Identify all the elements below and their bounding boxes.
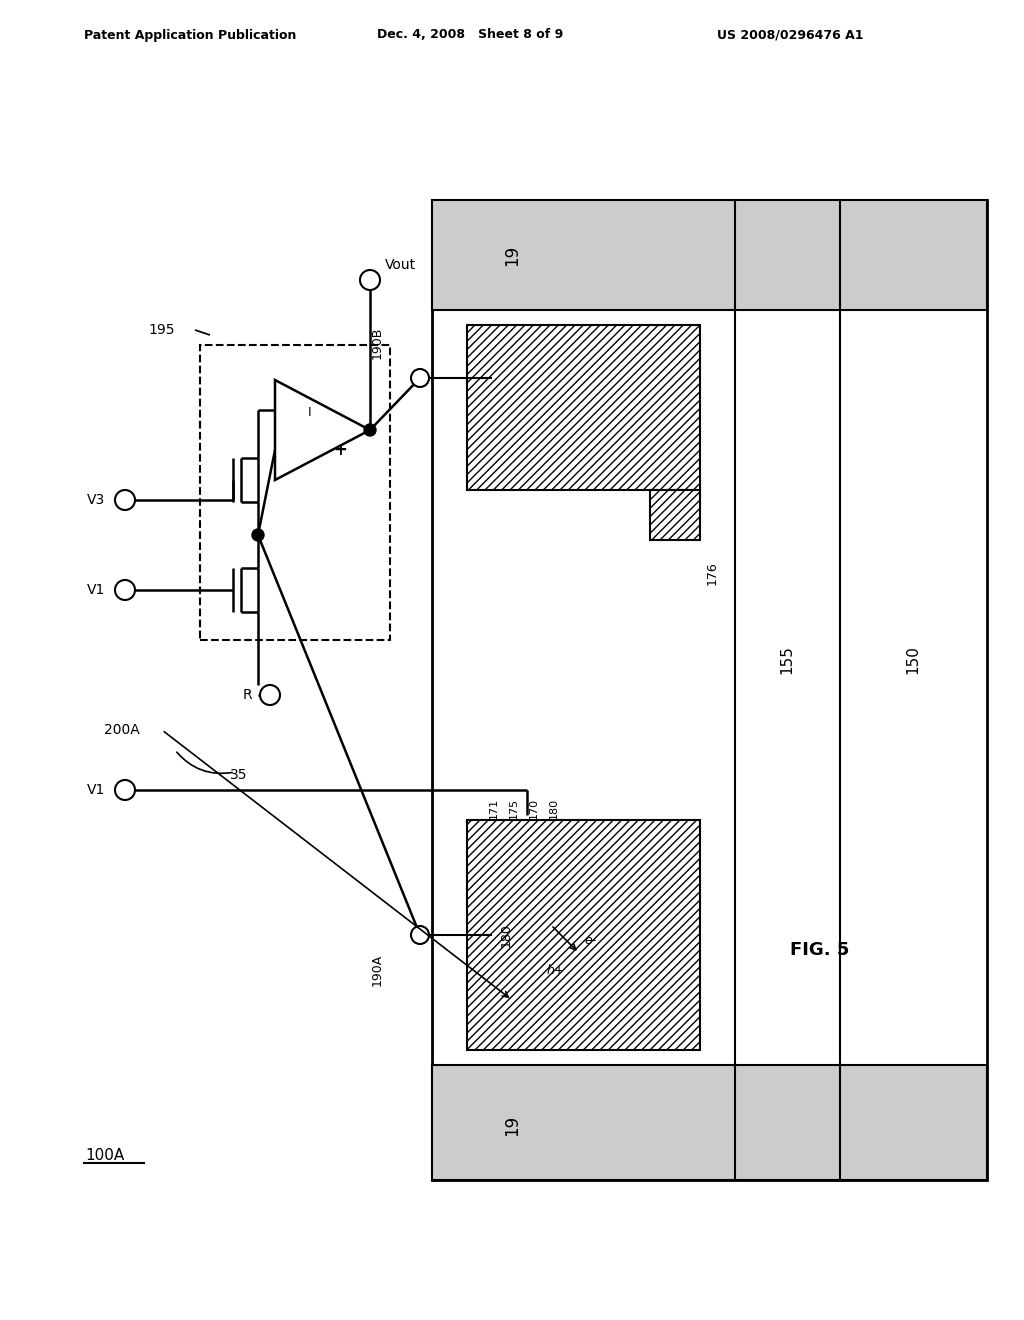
Text: 180: 180 (500, 923, 512, 946)
Text: 100A: 100A (85, 1147, 124, 1163)
Text: R: R (243, 688, 252, 702)
Circle shape (115, 579, 135, 601)
Bar (432, 201, 987, 1180)
Circle shape (364, 424, 376, 436)
Text: V1: V1 (87, 783, 105, 797)
Bar (200, 345, 390, 640)
Bar (467, 820, 700, 1049)
Text: Vout: Vout (385, 257, 416, 272)
Circle shape (411, 927, 429, 944)
Text: +: + (333, 441, 347, 459)
Text: I: I (308, 405, 312, 418)
Circle shape (115, 490, 135, 510)
Text: V3: V3 (87, 492, 105, 507)
Text: Patent Application Publication: Patent Application Publication (84, 29, 296, 41)
Text: h+: h+ (547, 964, 565, 977)
Text: US 2008/0296476 A1: US 2008/0296476 A1 (717, 29, 863, 41)
Text: 19: 19 (503, 244, 521, 265)
Text: 200A: 200A (104, 723, 140, 737)
Text: V1: V1 (87, 583, 105, 597)
Bar (650, 490, 700, 540)
Bar (432, 201, 987, 310)
Bar (492, 385, 650, 465)
Circle shape (411, 370, 429, 387)
Text: e-: e- (585, 933, 597, 946)
Text: 176: 176 (706, 561, 719, 585)
Text: 190A: 190A (371, 954, 384, 986)
Bar (492, 845, 650, 1026)
Text: 171: 171 (489, 797, 499, 818)
Text: 170: 170 (529, 797, 539, 818)
Text: FIG. 5: FIG. 5 (791, 941, 850, 960)
Circle shape (252, 529, 264, 541)
Bar (467, 325, 700, 490)
Text: 150: 150 (905, 645, 921, 675)
Text: 155: 155 (779, 645, 795, 675)
Text: 180: 180 (549, 797, 559, 818)
Text: 19: 19 (503, 1114, 521, 1135)
Polygon shape (275, 380, 370, 480)
Text: Dec. 4, 2008   Sheet 8 of 9: Dec. 4, 2008 Sheet 8 of 9 (377, 29, 563, 41)
Circle shape (360, 271, 380, 290)
Bar (432, 1065, 987, 1180)
Text: 190B: 190B (371, 327, 384, 359)
Text: 175: 175 (509, 797, 519, 818)
Text: 195: 195 (148, 323, 175, 337)
Circle shape (260, 685, 280, 705)
Text: 35: 35 (230, 768, 248, 781)
Circle shape (115, 780, 135, 800)
